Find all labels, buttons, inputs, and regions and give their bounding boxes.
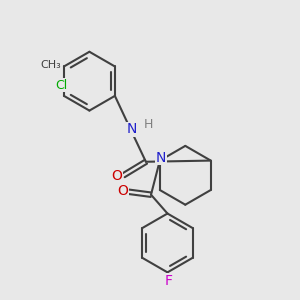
Text: F: F bbox=[165, 274, 172, 288]
Text: H: H bbox=[143, 118, 153, 131]
Text: Cl: Cl bbox=[55, 79, 67, 92]
Text: O: O bbox=[117, 184, 128, 198]
Text: CH₃: CH₃ bbox=[40, 60, 61, 70]
Text: N: N bbox=[127, 122, 137, 136]
Text: N: N bbox=[156, 151, 166, 165]
Text: O: O bbox=[111, 169, 122, 184]
